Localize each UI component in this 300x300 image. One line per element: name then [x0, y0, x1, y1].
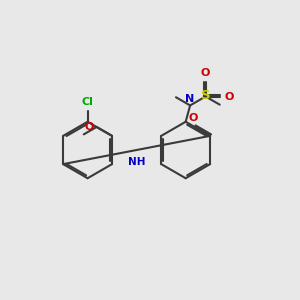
Text: Cl: Cl — [82, 97, 94, 107]
Text: S: S — [201, 89, 211, 102]
Text: O: O — [85, 122, 94, 132]
Text: O: O — [201, 68, 210, 78]
Text: O: O — [188, 113, 198, 123]
Text: NH: NH — [128, 158, 146, 167]
Text: N: N — [185, 94, 195, 104]
Text: O: O — [225, 92, 234, 101]
